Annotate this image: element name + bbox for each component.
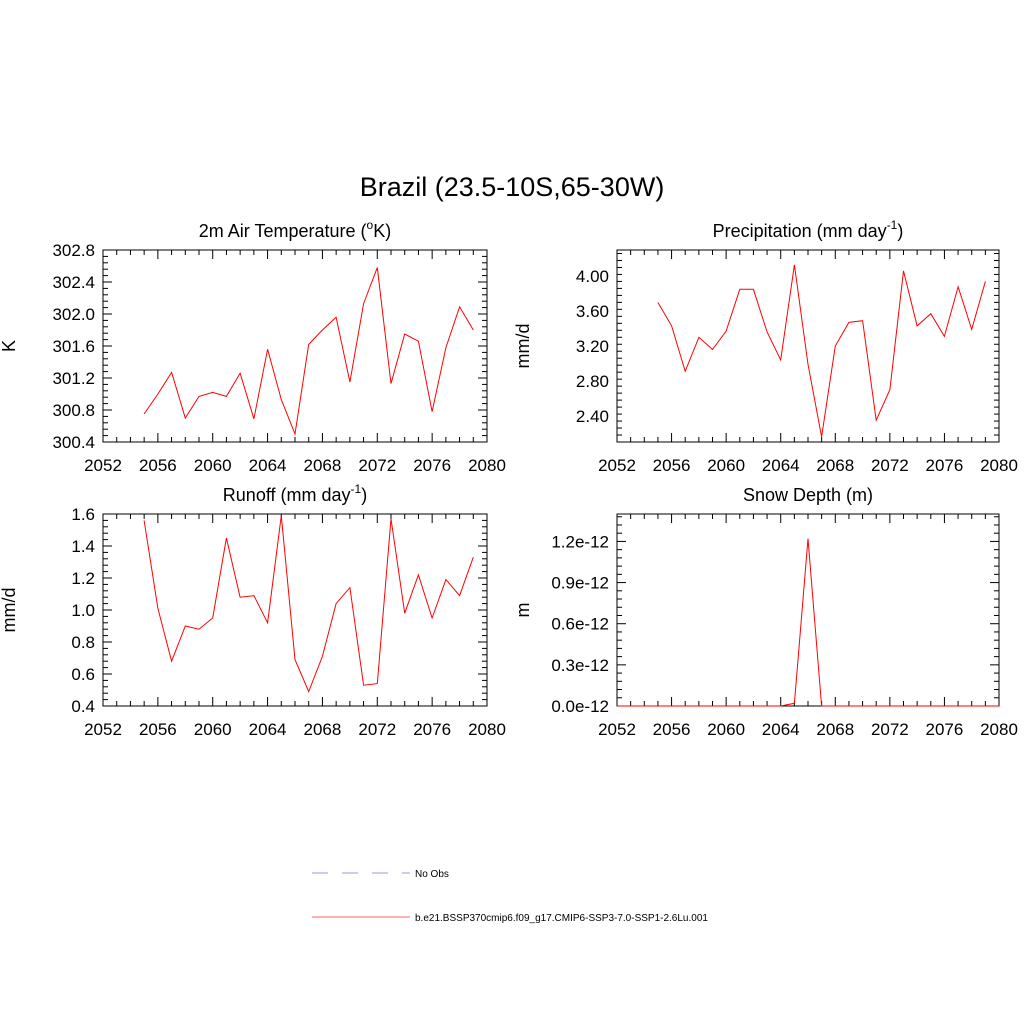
panel-4-title: Snow Depth (m) (743, 485, 873, 505)
panel-4-xtick-label: 2060 (707, 720, 745, 739)
panel-1-xtick-label: 2076 (413, 456, 451, 475)
panel-3-series-line (143, 515, 474, 693)
panel-4-xtick-label: 2056 (653, 720, 691, 739)
panel-4-xtick-label: 2068 (816, 720, 854, 739)
legend-model-label: b.e21.BSSP370cmip6.f09_g17.CMIP6-SSP3-7.… (415, 913, 708, 924)
panel-4-ytick-label: 0.0e-12 (551, 697, 609, 716)
panel-2-xtick-label: 2068 (816, 456, 854, 475)
panel-2-ytick-label: 3.60 (576, 302, 609, 321)
panel-3-xtick-label: 2060 (194, 720, 232, 739)
panel-4-xtick-label: 2076 (926, 720, 964, 739)
panel-2-xtick-label: 2052 (598, 456, 636, 475)
panel-3-xtick-label: 2076 (413, 720, 451, 739)
panel-2-xtick-label: 2060 (707, 456, 745, 475)
panel-3-ytick-label: 0.4 (71, 697, 95, 716)
panel-3-ytick-label: 0.8 (71, 633, 95, 652)
panel-3-xtick-label: 2072 (358, 720, 396, 739)
panel-1-xtick-label: 2072 (358, 456, 396, 475)
panel-1-frame (102, 249, 488, 443)
panel-3-ytick-label: 1.4 (71, 537, 95, 556)
panel-4-series-line (617, 538, 999, 707)
panel-1-ytick-label: 300.4 (52, 433, 95, 452)
panel-4-ytick-label: 0.9e-12 (551, 574, 609, 593)
panel-4-xtick-label: 2052 (598, 720, 636, 739)
panel-1-xtick-label: 2060 (194, 456, 232, 475)
panel-1-title: 2m Air Temperature (oK) (199, 218, 391, 241)
panel-3-ytick-label: 1.2 (71, 569, 95, 588)
panel-1-ytick-label: 300.8 (52, 401, 95, 420)
panel-2-xtick-label: 2056 (653, 456, 691, 475)
panel-4-ylabel: m (513, 603, 533, 618)
panel-2-ytick-label: 4.00 (576, 267, 609, 286)
panel-3-ytick-label: 1.0 (71, 601, 95, 620)
panel-1-xtick-label: 2052 (84, 456, 122, 475)
panel-3-ytick-label: 0.6 (71, 665, 95, 684)
panel-4-xtick-label: 2064 (762, 720, 800, 739)
panel-1-ytick-label: 302.0 (52, 305, 95, 324)
panel-3-xtick-label: 2064 (249, 720, 287, 739)
panel-1-ytick-label: 301.6 (52, 337, 95, 356)
panel-1-ylabel: K (0, 340, 19, 352)
panel-3-ytick-label: 1.6 (71, 505, 95, 524)
panel-3-xtick-label: 2052 (84, 720, 122, 739)
panel-1-ytick-label: 302.4 (52, 273, 95, 292)
panel-1-xtick-label: 2064 (249, 456, 287, 475)
panel-2-ytick-label: 3.20 (576, 337, 609, 356)
panel-4-ytick-label: 0.6e-12 (551, 615, 609, 634)
panel-2-ytick-label: 2.80 (576, 372, 609, 391)
panel-1-ytick-label: 302.8 (52, 241, 95, 260)
panel-2-series-line (657, 264, 986, 437)
panel-4-xtick-label: 2072 (871, 720, 909, 739)
panel-3-title: Runoff (mm day-1) (223, 482, 367, 505)
panel-3-xtick-label: 2080 (468, 720, 506, 739)
panel-1-series-line (143, 267, 474, 436)
panel-4-ytick-label: 1.2e-12 (551, 532, 609, 551)
panel-2-xtick-label: 2072 (871, 456, 909, 475)
figure-title: Brazil (23.5-10S,65-30W) (360, 172, 665, 202)
panel-4-ytick-label: 0.3e-12 (551, 656, 609, 675)
panel-2-ytick-label: 2.40 (576, 407, 609, 426)
panel-3-xtick-label: 2068 (304, 720, 342, 739)
legend-no-obs-label: No Obs (415, 869, 449, 880)
panel-1-xtick-label: 2068 (304, 456, 342, 475)
panel-3-ylabel: mm/d (0, 588, 19, 633)
panel-1-xtick-label: 2080 (468, 456, 506, 475)
panel-4-xtick-label: 2080 (980, 720, 1018, 739)
panel-2-title: Precipitation (mm day-1) (713, 218, 904, 241)
panel-3-xtick-label: 2056 (139, 720, 177, 739)
panel-1-ytick-label: 301.2 (52, 369, 95, 388)
panel-2-frame (616, 249, 1000, 443)
panel-2-xtick-label: 2076 (926, 456, 964, 475)
panel-1-xtick-label: 2056 (139, 456, 177, 475)
panel-2-xtick-label: 2080 (980, 456, 1018, 475)
panel-2-xtick-label: 2064 (762, 456, 800, 475)
panel-2-ylabel: mm/d (513, 324, 533, 369)
